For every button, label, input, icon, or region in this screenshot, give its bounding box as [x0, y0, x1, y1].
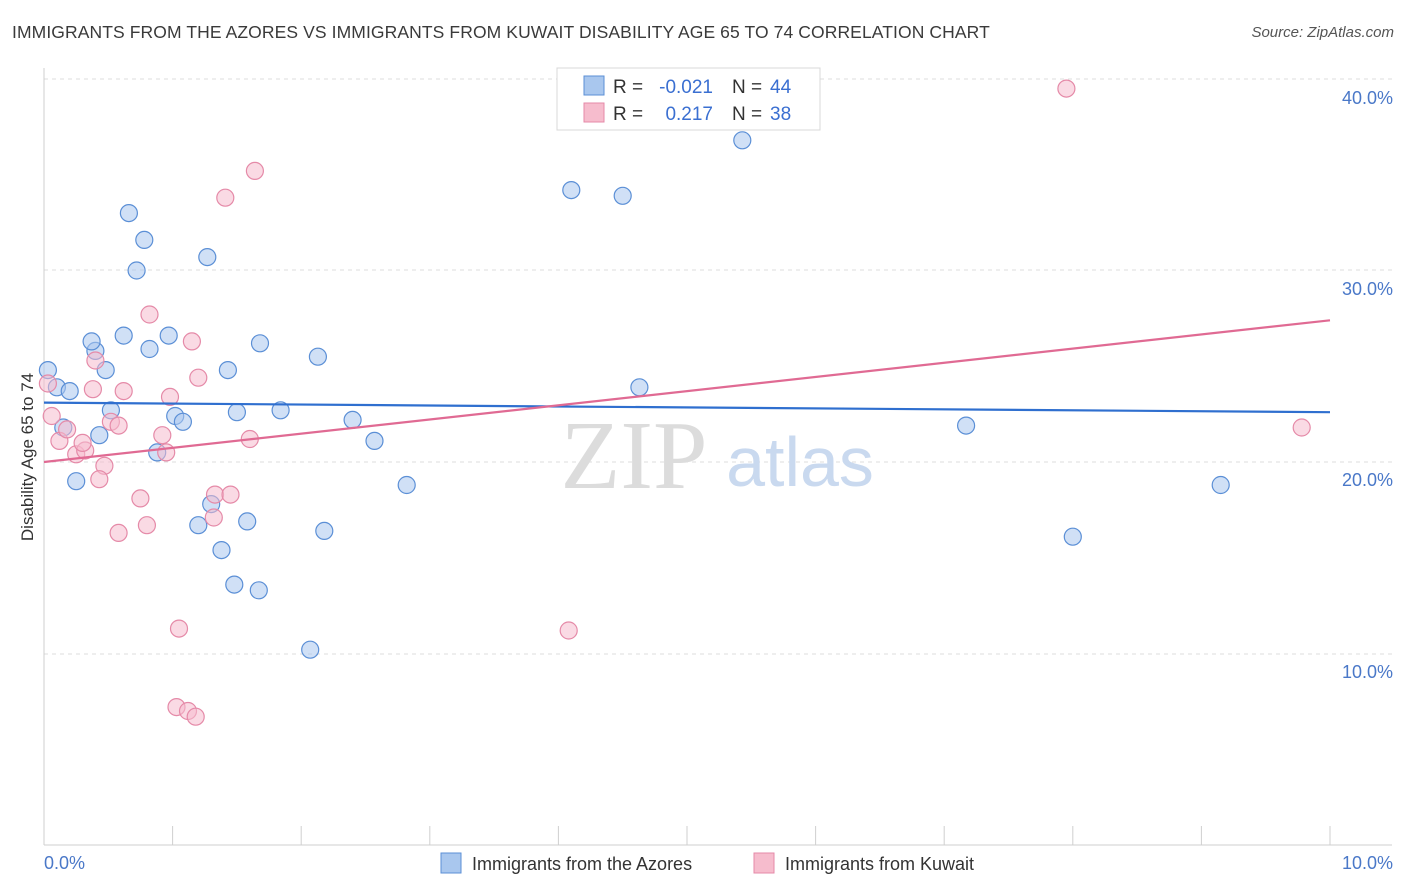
kuwait-point [216, 188, 235, 207]
kuwait-point [245, 161, 264, 180]
gridlines [44, 78, 1392, 655]
kuwait-point [189, 368, 208, 387]
azores-point [189, 516, 208, 535]
azores-point [159, 326, 178, 345]
azores-point [397, 475, 416, 495]
azores-point [613, 186, 632, 205]
legend: R = -0.021 N = 44 R = 0.217 N = 38 [556, 67, 821, 131]
kuwait-point [114, 382, 133, 401]
azores-point [218, 361, 237, 380]
y-tick-label-10: 10.0% [1342, 662, 1393, 682]
kuwait-point [221, 485, 240, 504]
trendline-kuwait [43, 319, 1331, 464]
azores-point [562, 181, 581, 200]
legend-swatch-azores [583, 75, 605, 96]
bottom-legend-label-azores: Immigrants from the Azores [472, 854, 692, 874]
kuwait-point [1292, 418, 1311, 437]
kuwait-point [42, 406, 61, 426]
bottom-legend: Immigrants from the Azores Immigrants fr… [440, 852, 974, 874]
chart-source: Source: ZipAtlas.com [1251, 24, 1394, 41]
azores-point [308, 347, 327, 366]
azores-point [119, 204, 138, 223]
kuwait-point [157, 443, 176, 462]
kuwait-point [137, 516, 156, 535]
azores-point [238, 512, 257, 531]
azores-point [67, 472, 86, 491]
kuwait-point [205, 485, 225, 504]
series-azores [38, 131, 1230, 659]
x-tick-label-min: 0.0% [44, 853, 85, 873]
bottom-legend-swatch-kuwait [753, 852, 775, 874]
azores-point [1211, 475, 1230, 495]
kuwait-point [559, 621, 578, 640]
azores-point [250, 334, 270, 353]
azores-point [227, 403, 246, 422]
azores-point [140, 339, 159, 359]
azores-point [82, 332, 101, 351]
y-tick-label-40: 40.0% [1342, 88, 1393, 108]
kuwait-point [160, 387, 180, 406]
azores-point [225, 575, 244, 594]
azores-point [90, 426, 109, 445]
azores-point [114, 326, 133, 345]
kuwait-point [131, 489, 150, 508]
azores-point [301, 640, 320, 659]
azores-point [198, 248, 217, 267]
azores-point [733, 131, 752, 150]
legend-n-value-azores: 44 [770, 77, 792, 98]
y-axis-label: Disability Age 65 to 74 [18, 373, 37, 541]
legend-swatch-kuwait [583, 102, 605, 123]
kuwait-point [169, 619, 189, 638]
y-tick-label-30: 30.0% [1342, 279, 1393, 299]
x-tick-label-max: 10.0% [1342, 853, 1393, 873]
watermark-zip: ZIP [561, 402, 708, 510]
kuwait-point [109, 523, 128, 543]
watermark-atlas: atlas [726, 423, 874, 501]
kuwait-point [153, 426, 172, 445]
trendlines [43, 319, 1331, 464]
kuwait-point [57, 420, 77, 439]
azores-point [212, 540, 231, 560]
kuwait-point [182, 332, 201, 351]
kuwait-point [109, 416, 128, 435]
trendline-azores [43, 401, 1331, 414]
azores-point [630, 378, 649, 397]
kuwait-point [204, 508, 223, 527]
kuwait-point [86, 351, 105, 370]
kuwait-point [186, 707, 205, 726]
legend-n-label-kuwait: N = [732, 104, 762, 125]
azores-point [249, 581, 268, 600]
azores-point [365, 431, 384, 450]
x-tick-marks [172, 826, 1331, 845]
legend-r-value-azores: -0.021 [659, 77, 713, 98]
kuwait-point [38, 374, 58, 393]
kuwait-point [140, 305, 159, 324]
azores-point [135, 230, 154, 249]
azores-point [956, 416, 976, 435]
legend-n-value-kuwait: 38 [770, 104, 791, 125]
azores-point [1063, 527, 1082, 546]
azores-point [60, 382, 79, 401]
kuwait-point [90, 470, 109, 489]
legend-r-label-kuwait: R = [613, 104, 643, 125]
kuwait-point [83, 380, 103, 399]
kuwait-point [1057, 79, 1076, 98]
azores-point [173, 412, 192, 431]
chart-title: IMMIGRANTS FROM THE AZORES VS IMMIGRANTS… [12, 22, 990, 42]
azores-point [315, 521, 334, 541]
legend-n-label-azores: N = [732, 77, 762, 98]
azores-point [343, 410, 362, 429]
y-tick-label-20: 20.0% [1342, 470, 1393, 490]
bottom-legend-label-kuwait: Immigrants from Kuwait [785, 854, 974, 874]
azores-point [271, 401, 290, 420]
legend-r-label-azores: R = [613, 77, 643, 98]
legend-r-value-kuwait: 0.217 [665, 104, 713, 125]
kuwait-point [73, 433, 92, 452]
series-kuwait [38, 79, 1311, 726]
bottom-legend-swatch-azores [440, 852, 462, 874]
azores-point [127, 261, 146, 280]
